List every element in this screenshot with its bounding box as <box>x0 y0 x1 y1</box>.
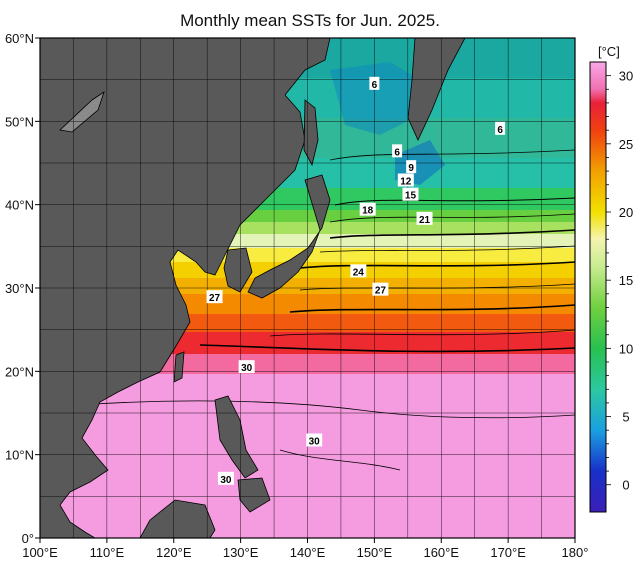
isotherm-label: 30 <box>217 471 234 486</box>
colorbar: [°C] 0 5 10 15 20 25 30 <box>589 44 633 513</box>
isotherm-label: 12 <box>397 173 414 188</box>
isotherm-label: 30 <box>306 433 323 448</box>
colorbar-tick-label: 15 <box>619 273 633 288</box>
latitude-axis: 0° 10°N 20°N 30°N 40°N 50°N 60°N <box>5 31 40 546</box>
lat-tick-label: 30°N <box>5 281 34 296</box>
svg-text:6: 6 <box>372 80 378 91</box>
isotherm-label: 27 <box>372 282 389 297</box>
isotherm-label: 24 <box>350 264 367 278</box>
svg-text:6: 6 <box>394 147 400 158</box>
lat-tick-label: 10°N <box>5 448 34 463</box>
svg-text:27: 27 <box>375 286 387 297</box>
isotherm-label: 6 <box>392 144 403 158</box>
lon-tick-label: 150°E <box>357 545 393 560</box>
lon-tick-label: 120°E <box>156 545 192 560</box>
svg-text:30: 30 <box>220 475 232 486</box>
lat-tick-label: 20°N <box>5 364 34 379</box>
colorbar-tick-label: 0 <box>622 478 629 493</box>
svg-text:21: 21 <box>419 215 431 226</box>
lon-tick-label: 130°E <box>223 545 259 560</box>
lat-tick-label: 60°N <box>5 31 34 46</box>
svg-text:6: 6 <box>497 125 503 136</box>
colorbar-tick-label: 30 <box>619 69 633 84</box>
colorbar-tick-label: 20 <box>619 205 633 220</box>
lon-tick-label: 160°E <box>423 545 459 560</box>
isotherm-label: 21 <box>416 211 433 226</box>
isotherm-label: 6 <box>369 76 380 91</box>
map-title: Monthly mean SSTs for Jun. 2025. <box>180 11 440 30</box>
isotherm-label: 27 <box>206 290 223 304</box>
svg-text:30: 30 <box>241 363 253 374</box>
lon-tick-label: 140°E <box>290 545 326 560</box>
isotherm-label: 18 <box>359 202 376 217</box>
colorbar-scale <box>589 61 607 513</box>
svg-text:12: 12 <box>400 177 412 188</box>
isotherm-label: 30 <box>238 360 255 374</box>
colorbar-tick-label: 5 <box>622 410 629 425</box>
svg-text:9: 9 <box>408 163 414 174</box>
svg-text:27: 27 <box>209 293 221 304</box>
graticule <box>40 38 575 538</box>
lon-tick-label: 180° <box>562 545 589 560</box>
colorbar-tick-label: 10 <box>619 341 633 356</box>
colorbar-unit: [°C] <box>598 44 620 59</box>
isotherm-label: 9 <box>406 160 417 174</box>
lon-tick-label: 110°E <box>90 545 125 560</box>
lon-tick-label: 100°E <box>22 545 58 560</box>
lat-tick-label: 40°N <box>5 198 34 213</box>
svg-text:24: 24 <box>353 267 365 278</box>
colorbar-ticks: 0 5 10 15 20 25 30 <box>606 69 633 493</box>
isotherm-label: 15 <box>402 187 419 202</box>
isotherm-label: 6 <box>495 121 506 136</box>
svg-text:30: 30 <box>309 437 321 448</box>
lat-tick-label: 50°N <box>5 114 34 129</box>
isotherms <box>79 149 575 471</box>
longitude-axis: 100°E 110°E 120°E 130°E 140°E 150°E 160°E 170°E… <box>22 538 588 560</box>
lat-tick-label: 0° <box>22 531 34 546</box>
svg-text:15: 15 <box>405 191 417 202</box>
colorbar-tick-label: 25 <box>619 137 633 152</box>
svg-text:18: 18 <box>362 206 374 217</box>
lon-tick-label: 170°E <box>490 545 526 560</box>
